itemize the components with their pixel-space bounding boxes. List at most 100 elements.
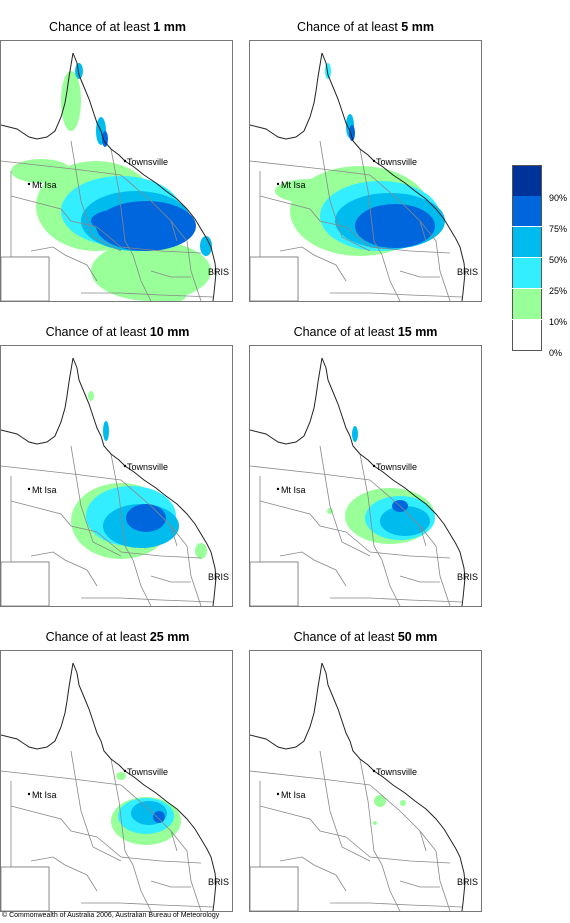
city-dot [372,464,376,468]
coastline [321,357,466,606]
region-border [150,270,191,278]
inset-box [1,256,50,301]
region-border [1,160,122,176]
inset-box [1,866,50,911]
region-border [259,500,347,533]
region-border [259,195,347,228]
region-border [319,750,371,862]
inset-box [250,256,299,301]
region-border [30,856,98,892]
city-label-townsville: Townsville [127,157,169,167]
city-dot [372,159,376,163]
panel-title-3: Chance of at least 10 mm [45,325,190,339]
map-panel-2: Townsville Mt Isa BRIS [249,40,482,302]
region-border [70,140,122,252]
region-border [345,531,451,559]
city-label-brisbane: BRIS [208,877,230,887]
rainfall-area [146,288,186,301]
gulf-coastline [1,52,74,140]
rainfall-area [75,63,83,79]
region-border [345,226,451,254]
city-label-townsville: Townsville [376,157,418,167]
city-dot [27,182,31,186]
region-border [399,270,440,278]
map-panel-6: Townsville Mt Isa BRIS [249,650,482,912]
city-label-mt-isa: Mt Isa [281,180,306,190]
map-panel-1: Townsville Mt Isa BRIS [0,40,233,302]
city-label-mt-isa: Mt Isa [281,485,306,495]
region-border [279,856,347,892]
region-border [279,551,347,587]
city-label-townsville: Townsville [376,767,418,777]
rainfall-area [400,800,406,806]
copyright-notice: © Commonwealth of Australia 2006, Austra… [2,912,220,919]
region-border [399,880,440,888]
rainfall-area [352,426,358,442]
region-border [81,902,214,908]
city-dot [372,769,376,773]
rainfall-probability-layer [373,795,406,825]
region-border [319,445,371,557]
map-drawing [250,662,466,911]
city-label-brisbane: BRIS [208,572,230,582]
panel-title-2: Chance of at least 5 mm [297,20,434,34]
coastline [72,52,217,301]
map-drawing [1,662,217,911]
gulf-coastline [250,52,323,140]
rainfall-area [355,204,435,248]
legend-tick-90: 90% [549,193,568,203]
legend-tick-25: 25% [549,286,568,296]
gulf-coastline [250,662,323,750]
region-border [369,784,427,852]
city-label-townsville: Townsville [376,462,418,472]
city-dot [123,159,127,163]
map-drawing [1,357,217,606]
region-border [345,836,451,864]
region-border [279,246,347,282]
legend-swatch-75 [512,196,542,226]
region-border [120,479,178,547]
region-border [369,174,427,242]
region-border [10,805,98,838]
rainfall-area [374,795,386,807]
coastline [72,357,217,606]
legend-swatch-25 [512,258,542,288]
region-border [250,160,371,176]
city-dot [123,464,127,468]
panel-title-6: Chance of at least 50 mm [293,630,438,644]
region-border [120,784,178,852]
city-dot [276,792,280,796]
map-drawing [250,52,466,301]
rainfall-area [195,543,207,559]
map-drawing [1,52,217,301]
region-border [170,525,202,606]
region-border [30,551,98,587]
rainfall-area [200,236,212,256]
legend-swatch-0 [512,320,542,351]
rainfall-area [102,131,108,147]
rainfall-probability-layer [11,63,212,301]
gulf-coastline [1,662,74,750]
rainfall-area [11,159,71,183]
region-border [330,292,463,298]
legend-tick-10: 10% [549,317,568,327]
city-dot [27,487,31,491]
city-dot [276,487,280,491]
rainfall-probability-layer [71,391,207,559]
panel-title-4: Chance of at least 15 mm [293,325,438,339]
region-border [330,902,463,908]
region-border [319,140,371,252]
region-border [150,575,191,583]
city-label-brisbane: BRIS [208,267,230,277]
region-border [96,836,202,864]
rainfall-area [373,821,377,825]
legend-swatch-90 [512,165,542,196]
region-border [81,292,214,298]
city-dot [276,182,280,186]
land-outline [322,346,481,606]
city-label-mt-isa: Mt Isa [32,485,57,495]
coastline [321,52,466,301]
region-border [250,770,371,786]
rainfall-probability-layer [111,772,181,845]
city-dot [27,792,31,796]
